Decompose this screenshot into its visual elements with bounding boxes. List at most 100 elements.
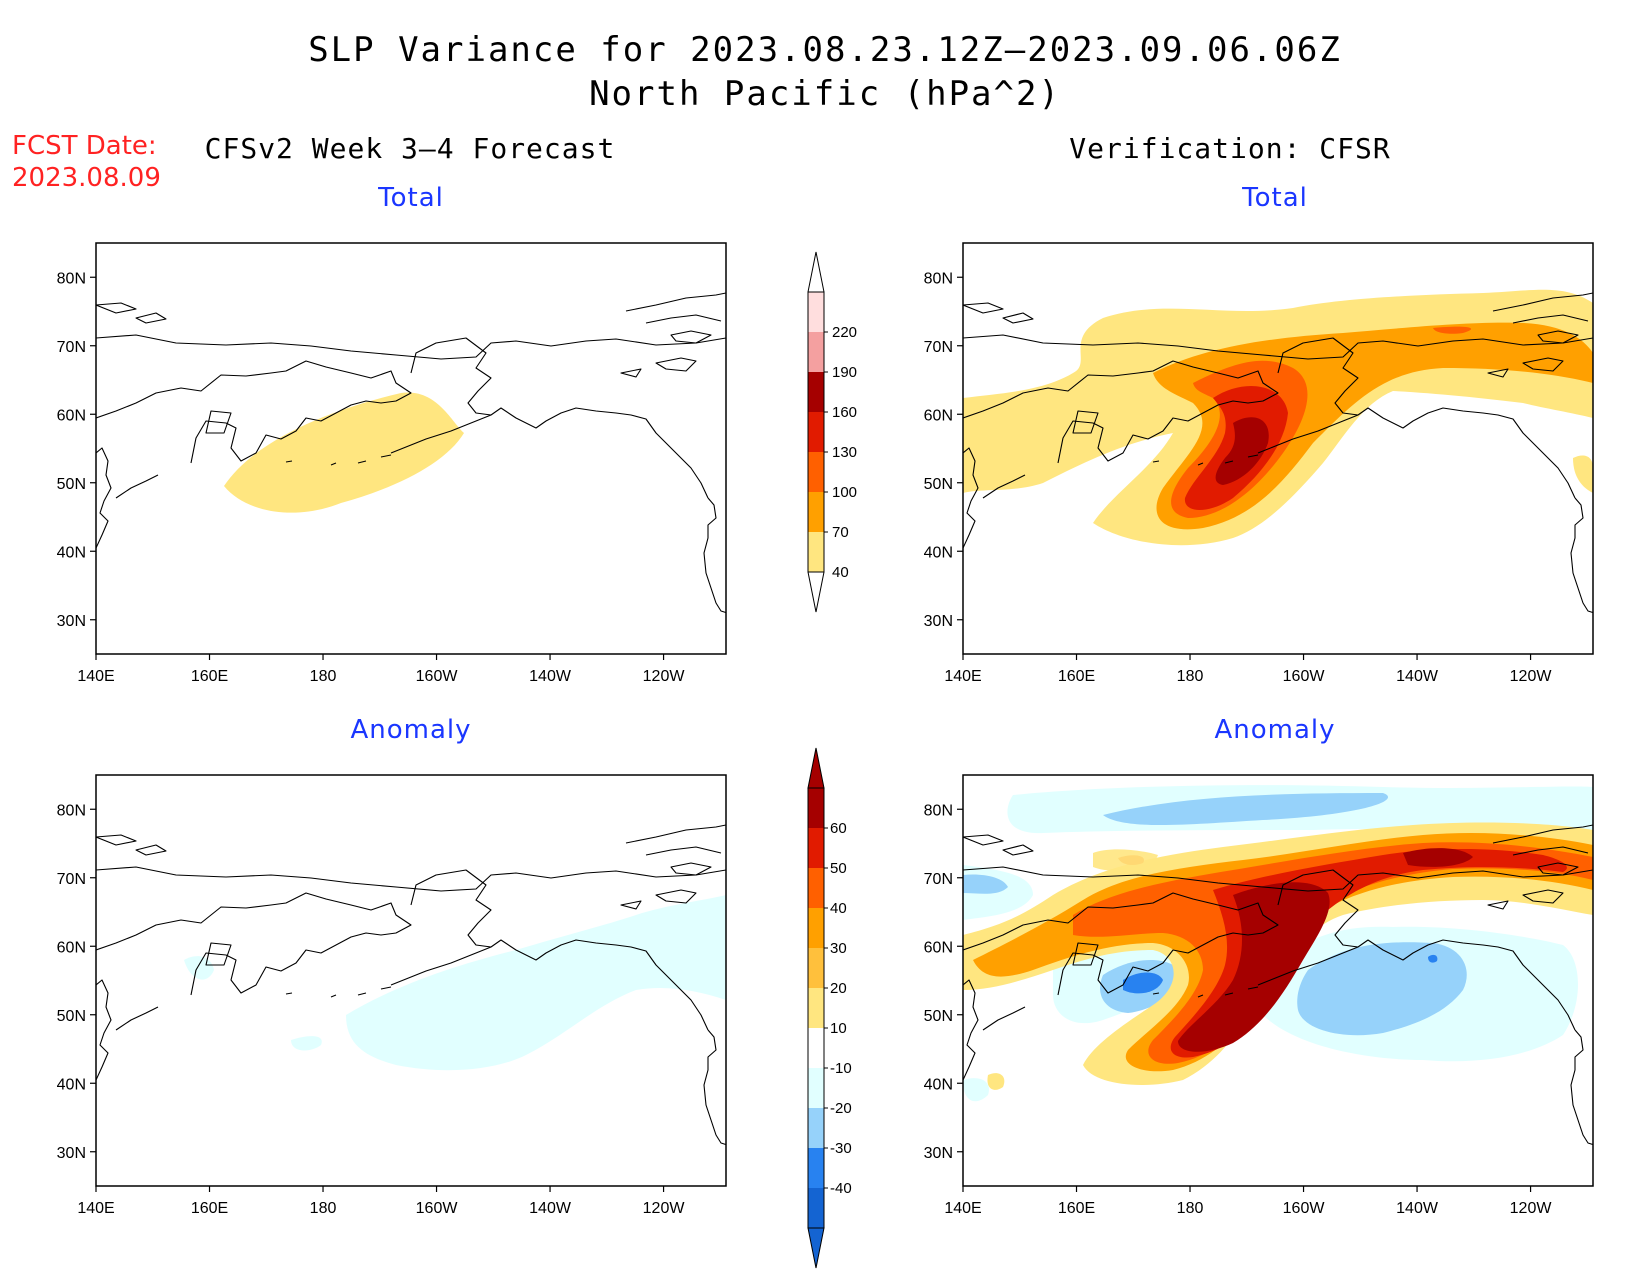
lat-label-verification-anomaly: 50N bbox=[924, 1008, 953, 1025]
lon-label-forecast-total: 160E bbox=[191, 668, 228, 685]
lon-label-forecast-anomaly: 120W bbox=[643, 1200, 686, 1217]
colorbar-anomaly: -40 -30 -20 -10 10 20 30 40 50 60 bbox=[807, 747, 852, 1269]
map-frame-verification-total bbox=[962, 242, 1594, 655]
colorbar-total-segment bbox=[808, 532, 824, 572]
colorbar-anomaly-segment bbox=[808, 1148, 824, 1188]
colorbar-anomaly-segment bbox=[808, 868, 824, 908]
total-shading-forecast bbox=[224, 392, 464, 513]
lon-label-forecast-anomaly: 140W bbox=[529, 1200, 572, 1217]
colorbar-total-segment bbox=[808, 292, 824, 332]
lat-label-forecast-anomaly: 30N bbox=[57, 1145, 86, 1162]
lon-label-forecast-total: 160W bbox=[416, 668, 459, 685]
colorbar-total-segment bbox=[808, 412, 824, 452]
colorbar-anomaly-segment bbox=[808, 988, 824, 1028]
lon-label-forecast-total: 120W bbox=[643, 668, 686, 685]
panel-title-verification-total: Total bbox=[1242, 183, 1308, 213]
colorbar-total-segment bbox=[808, 332, 824, 372]
lon-label-verification-total: 120W bbox=[1510, 668, 1553, 685]
total-shading-verification bbox=[963, 289, 1593, 546]
colorbar-total: 40 70 100 130 160 190 220 bbox=[807, 251, 857, 613]
map-forecast-anomaly bbox=[95, 774, 727, 1187]
colorbar-total-label: 130 bbox=[832, 444, 857, 461]
colorbar-anomaly-segment bbox=[808, 1188, 824, 1228]
lat-label-verification-anomaly: 40N bbox=[924, 1076, 953, 1093]
map-forecast-total bbox=[95, 242, 727, 655]
lon-label-verification-anomaly: 180 bbox=[1177, 1200, 1204, 1217]
lat-label-forecast-total: 30N bbox=[57, 613, 86, 630]
anomaly-shading-verification bbox=[963, 785, 1593, 1102]
lon-label-forecast-total: 180 bbox=[310, 668, 337, 685]
map-frame-forecast-total bbox=[95, 242, 727, 655]
map-frame-forecast-anomaly bbox=[95, 774, 727, 1187]
colorbar-total-label: 160 bbox=[832, 404, 857, 421]
colorbar-total-label: 220 bbox=[832, 324, 857, 341]
lat-label-verification-total: 80N bbox=[924, 270, 953, 287]
colorbar-anomaly-label: 50 bbox=[830, 860, 847, 877]
lat-label-verification-total: 40N bbox=[924, 544, 953, 561]
lat-label-forecast-anomaly: 60N bbox=[57, 939, 86, 956]
colorbar-total-segment bbox=[808, 452, 824, 492]
lon-label-verification-total: 160E bbox=[1058, 668, 1095, 685]
lat-label-forecast-anomaly: 80N bbox=[57, 802, 86, 819]
fcst-date-value: 2023.08.09 bbox=[12, 163, 161, 193]
colorbar-anomaly-segment bbox=[808, 948, 824, 988]
left-column-title: CFSv2 Week 3–4 Forecast bbox=[204, 132, 616, 165]
axes-layer: 140E 160E 180 160W 140W 120W 80N 70N 60N 50N 40N 30… bbox=[57, 270, 1553, 1217]
lat-label-forecast-total: 60N bbox=[57, 407, 86, 424]
map-verification-anomaly bbox=[962, 774, 1594, 1187]
lat-label-verification-total: 50N bbox=[924, 476, 953, 493]
colorbar-anomaly-label: -20 bbox=[830, 1100, 852, 1117]
panel-title-forecast-anomaly: Anomaly bbox=[350, 715, 472, 745]
colorbar-anomaly-segment bbox=[808, 788, 824, 828]
lat-label-verification-anomaly: 70N bbox=[924, 871, 953, 888]
lat-label-verification-total: 60N bbox=[924, 407, 953, 424]
colorbar-anomaly-label: 40 bbox=[830, 900, 847, 917]
colorbar-anomaly-label: 10 bbox=[830, 1020, 847, 1037]
colorbar-anomaly-segment bbox=[808, 908, 824, 948]
lon-label-verification-anomaly: 120W bbox=[1510, 1200, 1553, 1217]
lon-label-verification-total: 140E bbox=[944, 668, 981, 685]
panel-title-forecast-total: Total bbox=[378, 183, 444, 213]
colorbar-total-segment bbox=[808, 372, 824, 412]
lat-label-verification-anomaly: 30N bbox=[924, 1145, 953, 1162]
colorbar-anomaly-label: -30 bbox=[830, 1140, 852, 1157]
fcst-date-label: FCST Date: bbox=[12, 131, 157, 161]
colorbar-anomaly-segment bbox=[808, 1108, 824, 1148]
colorbar-total-label: 100 bbox=[832, 484, 857, 501]
colorbar-total-label: 70 bbox=[832, 524, 849, 541]
lon-label-verification-total: 160W bbox=[1283, 668, 1326, 685]
lat-label-forecast-total: 50N bbox=[57, 476, 86, 493]
colorbar-anomaly-label: 20 bbox=[830, 980, 847, 997]
main-title: SLP Variance for 2023.08.23.12Z–2023.09.… bbox=[308, 30, 1342, 70]
lat-label-forecast-anomaly: 50N bbox=[57, 1008, 86, 1025]
lat-label-verification-anomaly: 80N bbox=[924, 802, 953, 819]
colorbar-total-segment bbox=[808, 492, 824, 532]
lat-label-verification-total: 30N bbox=[924, 613, 953, 630]
lon-label-forecast-anomaly: 160E bbox=[191, 1200, 228, 1217]
colorbar-anomaly-label: -40 bbox=[830, 1180, 852, 1197]
lat-label-forecast-total: 40N bbox=[57, 544, 86, 561]
lon-label-verification-total: 180 bbox=[1177, 668, 1204, 685]
lat-label-forecast-total: 70N bbox=[57, 339, 86, 356]
colorbar-total-label: 190 bbox=[832, 364, 857, 381]
lon-label-verification-anomaly: 140E bbox=[944, 1200, 981, 1217]
colorbar-anomaly-min-arrow bbox=[807, 1227, 825, 1269]
lat-label-forecast-anomaly: 70N bbox=[57, 871, 86, 888]
lon-label-verification-anomaly: 140W bbox=[1396, 1200, 1439, 1217]
lat-label-verification-total: 70N bbox=[924, 339, 953, 356]
map-verification-total bbox=[962, 242, 1594, 655]
colorbar-anomaly-segment bbox=[808, 828, 824, 868]
panel-title-verification-anomaly: Anomaly bbox=[1214, 715, 1336, 745]
colorbar-anomaly-segment bbox=[808, 1068, 824, 1108]
lon-label-forecast-total: 140E bbox=[77, 668, 114, 685]
lon-label-verification-total: 140W bbox=[1396, 668, 1439, 685]
lat-label-forecast-total: 80N bbox=[57, 270, 86, 287]
colorbar-total-label: 40 bbox=[832, 564, 849, 581]
colorbar-anomaly-segment bbox=[808, 1028, 824, 1068]
main-subtitle: North Pacific (hPa^2) bbox=[589, 74, 1061, 114]
colorbar-anomaly-label: 30 bbox=[830, 940, 847, 957]
lon-label-forecast-anomaly: 140E bbox=[77, 1200, 114, 1217]
lon-label-forecast-anomaly: 160W bbox=[416, 1200, 459, 1217]
lon-label-forecast-total: 140W bbox=[529, 668, 572, 685]
